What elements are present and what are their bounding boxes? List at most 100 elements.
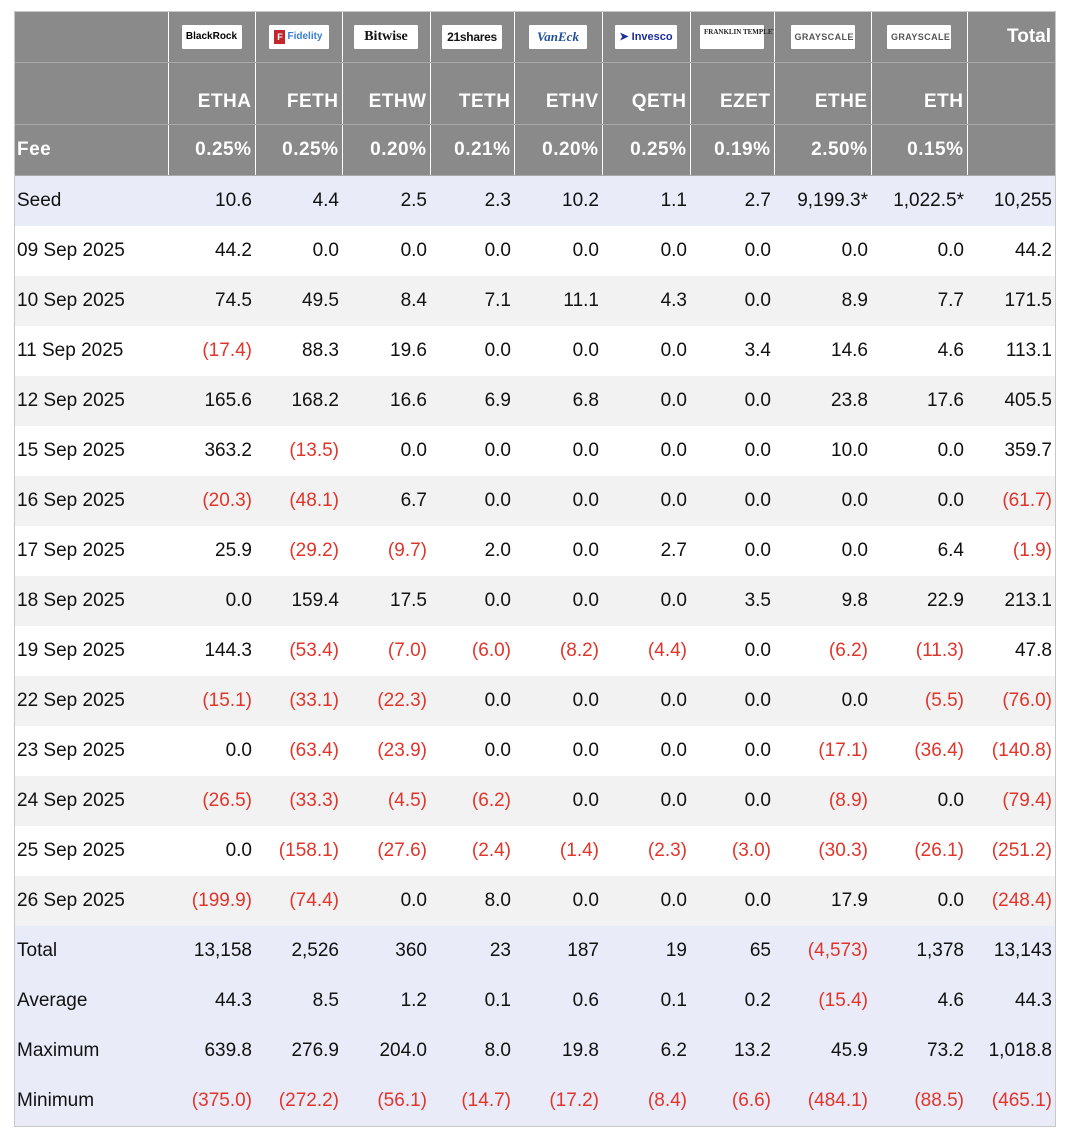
value-cell: 19 bbox=[602, 926, 690, 976]
value-cell: 0.0 bbox=[690, 426, 774, 476]
value-cell: 1,018.8 bbox=[967, 1026, 1055, 1076]
value-cell: 0.0 bbox=[774, 526, 871, 576]
value-cell: 360 bbox=[342, 926, 430, 976]
value-cell: (6.2) bbox=[774, 626, 871, 676]
value-cell: (3.0) bbox=[690, 826, 774, 876]
value-cell: 9,199.3* bbox=[774, 175, 871, 226]
ticker-cell: ETHW bbox=[342, 62, 431, 125]
value-cell: 2.3 bbox=[430, 175, 514, 226]
grayscale-logo: GRAYSCALE bbox=[790, 25, 855, 49]
fidelity-mark-icon: F bbox=[274, 30, 286, 44]
value-cell: 187 bbox=[514, 926, 602, 976]
21shares-logo: 21shares bbox=[442, 25, 502, 49]
value-cell: (74.4) bbox=[255, 876, 342, 926]
value-cell: 23 bbox=[430, 926, 514, 976]
value-cell: 73.2 bbox=[871, 1026, 967, 1076]
row-label: Minimum bbox=[15, 1076, 168, 1126]
value-cell: (2.3) bbox=[602, 826, 690, 876]
value-cell: 0.0 bbox=[430, 676, 514, 726]
row-label: 16 Sep 2025 bbox=[15, 476, 168, 526]
value-cell: 1.1 bbox=[602, 175, 690, 226]
value-cell: 6.7 bbox=[342, 476, 430, 526]
table-row: 15 Sep 2025 363.2 (13.5) 0.0 0.0 0.0 0.0 0.0 10.… bbox=[15, 426, 1055, 476]
logo-text: Invesco bbox=[631, 31, 673, 43]
value-cell: 44.3 bbox=[967, 976, 1055, 1026]
value-cell: 3.5 bbox=[690, 576, 774, 626]
ticker-cell: ETH bbox=[871, 62, 968, 125]
value-cell: 0.0 bbox=[774, 476, 871, 526]
table-row: 17 Sep 2025 25.9 (29.2) (9.7) 2.0 0.0 2.7 0.0 0.… bbox=[15, 526, 1055, 576]
value-cell: (4.5) bbox=[342, 776, 430, 826]
value-cell: 1,378 bbox=[871, 926, 967, 976]
value-cell: 11.1 bbox=[514, 276, 602, 326]
value-cell: (13.5) bbox=[255, 426, 342, 476]
value-cell: (484.1) bbox=[774, 1076, 871, 1126]
fee-cell: 0.20% bbox=[514, 124, 603, 176]
value-cell: (63.4) bbox=[255, 726, 342, 776]
fee-total-cell bbox=[967, 124, 1055, 176]
row-label: Total bbox=[15, 926, 168, 976]
value-cell: (251.2) bbox=[967, 826, 1055, 876]
value-cell: 0.0 bbox=[871, 876, 967, 926]
value-cell: 0.0 bbox=[690, 626, 774, 676]
value-cell: 10.2 bbox=[514, 175, 602, 226]
issuer-logo-cell: GRAYSCALE bbox=[871, 12, 968, 63]
header-ticker-row: ETHA FETH ETHW TETH ETHV QETH EZET ETHE ETH bbox=[15, 62, 1055, 125]
fee-cell: 0.25% bbox=[602, 124, 691, 176]
value-cell: (33.1) bbox=[255, 676, 342, 726]
value-cell: 0.0 bbox=[514, 776, 602, 826]
value-cell: 0.0 bbox=[514, 326, 602, 376]
value-cell: 17.5 bbox=[342, 576, 430, 626]
table-row: 11 Sep 2025 (17.4) 88.3 19.6 0.0 0.0 0.0 3.4 14.… bbox=[15, 326, 1055, 376]
value-cell: 4.6 bbox=[871, 976, 967, 1026]
value-cell: (7.0) bbox=[342, 626, 430, 676]
value-cell: (17.2) bbox=[514, 1076, 602, 1126]
value-cell: 2,526 bbox=[255, 926, 342, 976]
table-row: 23 Sep 2025 0.0 (63.4) (23.9) 0.0 0.0 0.0 0.0 (1… bbox=[15, 726, 1055, 776]
value-cell: 2.5 bbox=[342, 175, 430, 226]
value-cell: (199.9) bbox=[168, 876, 255, 926]
bitwise-logo: Bitwise bbox=[354, 25, 418, 49]
grayscale-logo: GRAYSCALE bbox=[887, 25, 951, 49]
logo-text: VanEck bbox=[537, 29, 579, 44]
table-row: 25 Sep 2025 0.0 (158.1) (27.6) (2.4) (1.4) (2.… bbox=[15, 826, 1055, 876]
value-cell: 19.6 bbox=[342, 326, 430, 376]
logo-text: GRAYSCALE bbox=[794, 32, 854, 42]
value-cell: 8.0 bbox=[430, 876, 514, 926]
value-cell: (36.4) bbox=[871, 726, 967, 776]
value-cell: 19.8 bbox=[514, 1026, 602, 1076]
value-cell: (26.5) bbox=[168, 776, 255, 826]
value-cell: 0.0 bbox=[430, 726, 514, 776]
fee-cell: 0.25% bbox=[168, 124, 256, 176]
value-cell: 17.6 bbox=[871, 376, 967, 426]
value-cell: (2.4) bbox=[430, 826, 514, 876]
value-cell: 0.1 bbox=[602, 976, 690, 1026]
value-cell: 2.7 bbox=[690, 175, 774, 226]
value-cell: 8.0 bbox=[430, 1026, 514, 1076]
value-cell: 0.0 bbox=[514, 676, 602, 726]
value-cell: (29.2) bbox=[255, 526, 342, 576]
value-cell: 88.3 bbox=[255, 326, 342, 376]
table-row: 10 Sep 2025 74.5 49.5 8.4 7.1 11.1 4.3 0.0 8.9 7.… bbox=[15, 276, 1055, 326]
corner-cell bbox=[15, 12, 169, 63]
row-label: 17 Sep 2025 bbox=[15, 526, 168, 576]
value-cell: (20.3) bbox=[168, 476, 255, 526]
issuer-logo-cell: 21shares bbox=[430, 12, 515, 63]
value-cell: 6.8 bbox=[514, 376, 602, 426]
issuer-logo-cell: BlackRock bbox=[168, 12, 256, 63]
row-label: 26 Sep 2025 bbox=[15, 876, 168, 926]
value-cell: (76.0) bbox=[967, 676, 1055, 726]
value-cell: 0.0 bbox=[774, 676, 871, 726]
value-cell: 4.4 bbox=[255, 175, 342, 226]
logo-text: FRANKLIN TEMPLETON bbox=[704, 28, 773, 36]
ticker-cell: ETHV bbox=[514, 62, 603, 125]
value-cell: (26.1) bbox=[871, 826, 967, 876]
table-row: 26 Sep 2025 (199.9) (74.4) 0.0 8.0 0.0 0.0 0.0 1… bbox=[15, 876, 1055, 926]
value-cell: 8.5 bbox=[255, 976, 342, 1026]
row-label: 12 Sep 2025 bbox=[15, 376, 168, 426]
row-label: 23 Sep 2025 bbox=[15, 726, 168, 776]
value-cell: 8.4 bbox=[342, 276, 430, 326]
value-cell: 0.0 bbox=[430, 576, 514, 626]
value-cell: 6.4 bbox=[871, 526, 967, 576]
etf-flows-table-container: BlackRock F Fidelity Bitwise 21shares VanEck ➤… bbox=[14, 11, 1056, 1127]
